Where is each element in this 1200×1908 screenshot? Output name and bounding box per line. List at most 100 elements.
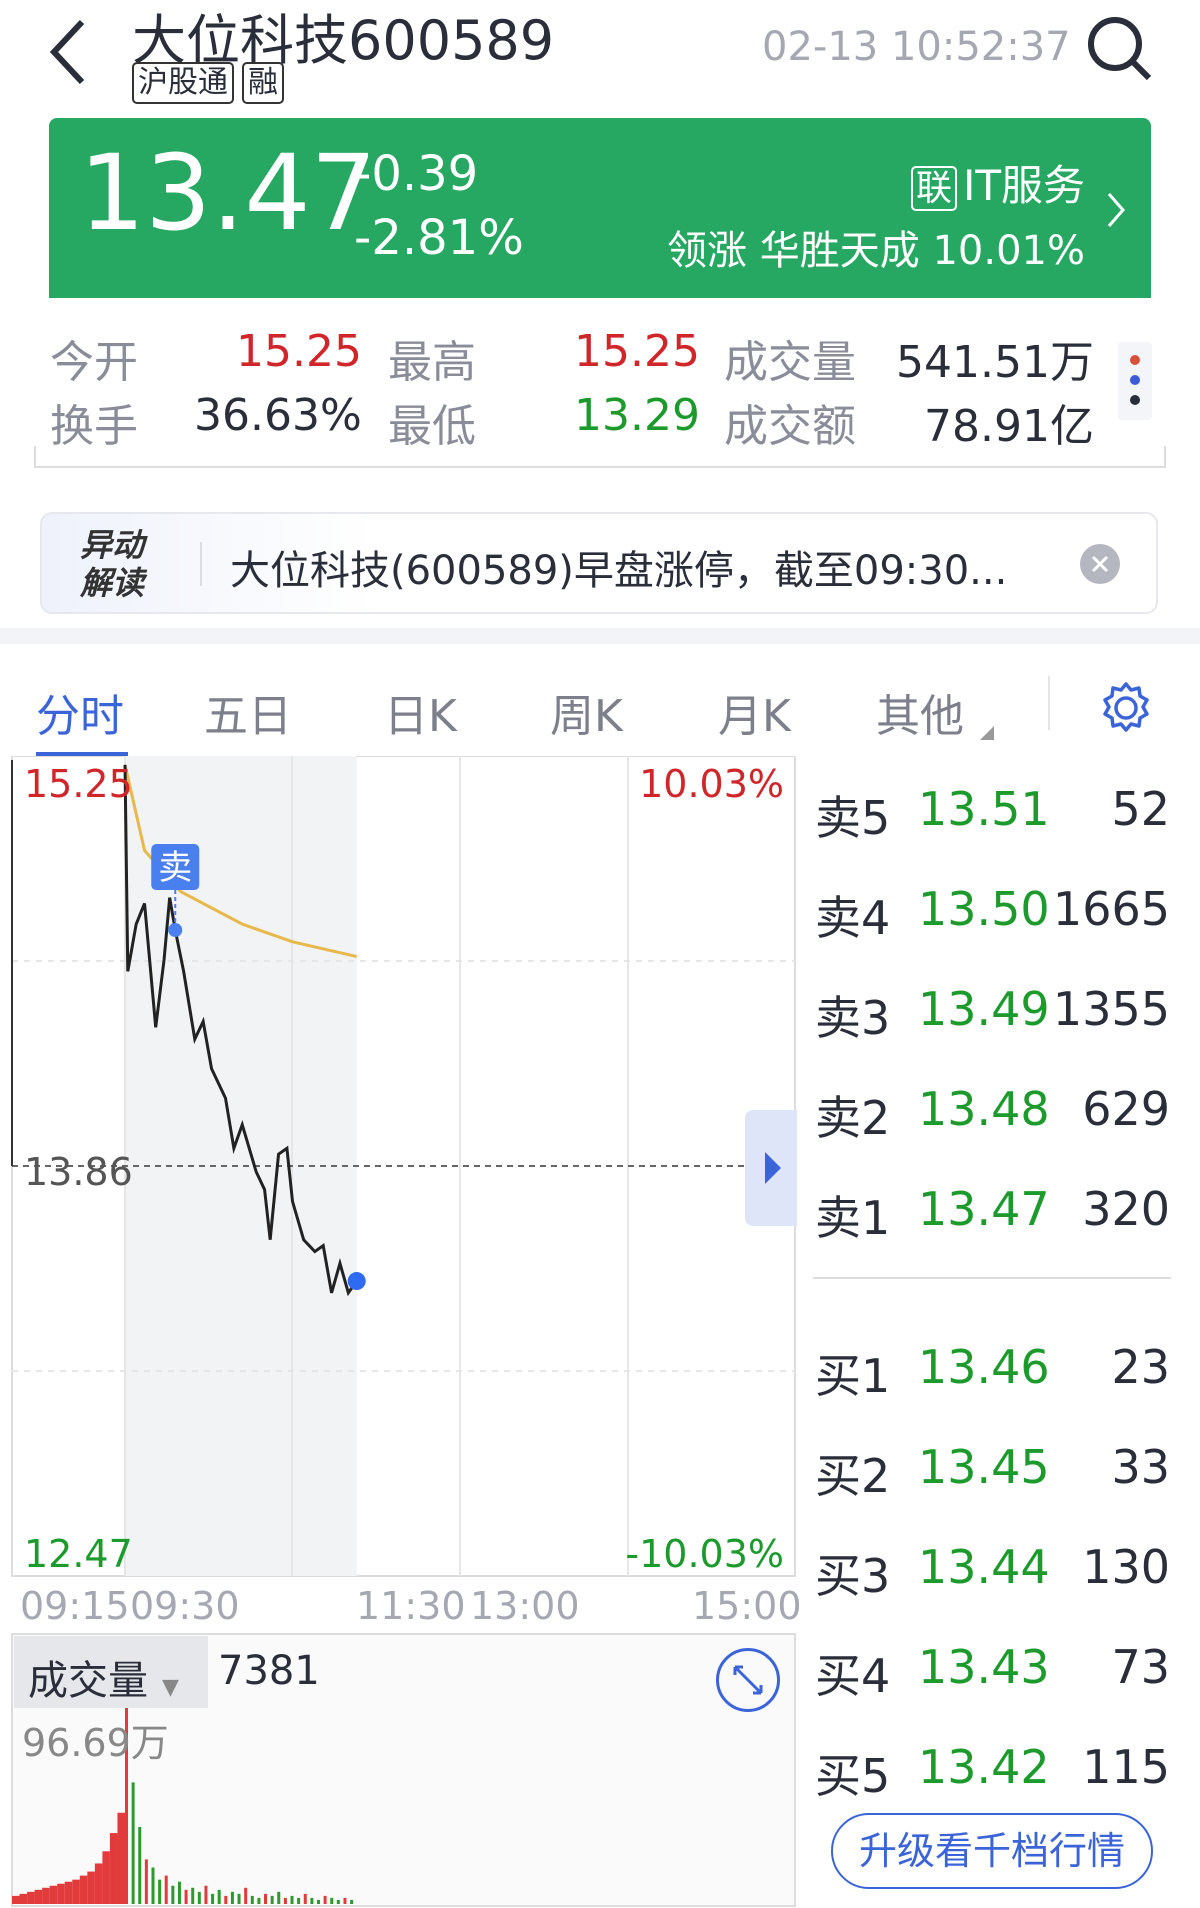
volume-selector[interactable]: 成交量 ▼: [14, 1636, 208, 1708]
trade-marker-dot: [168, 923, 183, 938]
volume-bar: [72, 1879, 80, 1904]
volume-bar: [131, 1782, 135, 1904]
volume-max-label: 96.69万: [22, 1721, 169, 1765]
volume-bar: [217, 1889, 221, 1904]
play-arrow-icon: [765, 1152, 781, 1184]
volume-bar: [316, 1899, 320, 1904]
current-price: 13.47: [79, 132, 377, 254]
tab-weekly-k[interactable]: 周K: [550, 691, 623, 742]
volume-bar: [109, 1833, 118, 1904]
volume-bar: [164, 1875, 168, 1904]
chevron-right-icon: [1107, 193, 1125, 227]
level-qty: 23: [1111, 1340, 1170, 1394]
volume-bar: [290, 1895, 294, 1904]
more-stats-button[interactable]: [1118, 342, 1152, 420]
dropdown-corner-icon: [980, 726, 994, 740]
volume-bar: [27, 1891, 35, 1904]
tab-monthly-k[interactable]: 月K: [718, 691, 791, 742]
trade-marker-badge: [151, 844, 200, 891]
level-qty: 320: [1082, 1182, 1170, 1236]
level-qty: 130: [1082, 1540, 1170, 1594]
level-qty: 115: [1082, 1740, 1170, 1794]
fullscreen-button[interactable]: [716, 1648, 780, 1712]
volume-current: 7381: [218, 1648, 320, 1694]
stock-name: 大位科技: [132, 9, 348, 72]
level-label: 卖1: [815, 1191, 891, 1245]
tab-five-day[interactable]: 五日: [204, 691, 292, 742]
alert-banner[interactable]: 异动 解读 大位科技(600589)早盘涨停，截至09:30...: [40, 512, 1158, 614]
stat-label: 最高: [388, 337, 476, 388]
close-icon: [1091, 555, 1109, 573]
level-price: 13.50: [918, 882, 1050, 936]
stock-title: 大位科技600589: [132, 0, 554, 75]
leader-name: 华胜天成: [759, 228, 920, 274]
x-tick: 13:00: [470, 1584, 580, 1628]
volume-bar: [303, 1893, 307, 1904]
level-price: 13.46: [918, 1340, 1050, 1394]
tab-other[interactable]: 其他: [876, 691, 964, 742]
stats-bracket: [34, 446, 1166, 468]
volume-bar: [87, 1871, 95, 1904]
close-alert-button[interactable]: [1080, 544, 1120, 584]
stat-amount: 78.91亿: [924, 401, 1094, 452]
divider: [1048, 676, 1050, 730]
tab-underline: [36, 752, 128, 757]
volume-bar: [57, 1883, 65, 1904]
upgrade-depth-button[interactable]: 升级看千档行情: [831, 1813, 1153, 1889]
leader-label: 领涨: [667, 228, 748, 274]
volume-bar: [237, 1893, 241, 1904]
divider: [200, 542, 202, 586]
y-label-top-pct: 10.03%: [639, 762, 784, 806]
section-separator: [0, 628, 1200, 644]
y-label-bottom-pct: -10.03%: [625, 1532, 784, 1576]
volume-bar: [343, 1897, 347, 1904]
volume-bar: [204, 1885, 208, 1904]
volume-bar: [230, 1891, 234, 1904]
back-button[interactable]: [44, 14, 94, 85]
volume-bar: [224, 1895, 228, 1904]
volume-bar: [49, 1885, 58, 1904]
volume-bar: [310, 1897, 314, 1904]
level-label: 卖3: [815, 991, 891, 1045]
quote-banner[interactable]: 13.47 -0.39 -2.81% 联 IT服务 领涨 华胜天成 10.01%: [49, 118, 1151, 298]
volume-bar: [297, 1897, 301, 1904]
volume-bar: [34, 1889, 43, 1904]
y-label-bottom: 12.47: [24, 1532, 133, 1576]
volume-bar: [158, 1879, 162, 1904]
stat-label: 换手: [50, 401, 138, 452]
volume-bar: [283, 1897, 287, 1904]
volume-bar: [94, 1863, 103, 1904]
search-button[interactable]: [1085, 14, 1155, 88]
x-tick: 11:30: [356, 1584, 466, 1628]
timestamp: 02-13 10:52:37: [762, 24, 1071, 70]
volume-bar: [144, 1859, 148, 1904]
volume-bar: [117, 1812, 125, 1904]
more-dots-icon: [1130, 355, 1140, 405]
volume-bar: [323, 1895, 327, 1904]
tab-intraday[interactable]: 分时: [36, 691, 124, 742]
stat-high: 15.25: [574, 326, 700, 377]
elapsed-shade: [125, 756, 357, 1576]
volume-label: 成交量: [28, 1658, 148, 1704]
alert-badge: 异动 解读: [80, 526, 144, 602]
volume-bar: [250, 1895, 254, 1904]
y-label-mid: 13.86: [24, 1150, 133, 1194]
volume-bar: [42, 1887, 50, 1904]
volume-bar: [244, 1887, 248, 1904]
level-qty: 73: [1111, 1640, 1170, 1694]
level-price: 13.43: [918, 1640, 1050, 1694]
intraday-chart[interactable]: 卖: [0, 756, 800, 1908]
search-icon: [1088, 17, 1152, 81]
volume-bar: [336, 1899, 340, 1904]
volume-bar: [330, 1897, 334, 1904]
level-price: 13.49: [918, 982, 1050, 1036]
sector-link[interactable]: 联 IT服务: [910, 152, 1085, 213]
avg-price-line: [123, 764, 358, 959]
volume-bar: [184, 1889, 188, 1904]
collapse-orderbook-button[interactable]: [745, 1110, 797, 1226]
settings-gear-icon[interactable]: [1098, 680, 1154, 736]
tab-daily-k[interactable]: 日K: [384, 691, 457, 742]
stat-open: 15.25: [236, 326, 362, 377]
volume-bar: [125, 1708, 128, 1904]
level-qty: 1355: [1052, 982, 1170, 1036]
